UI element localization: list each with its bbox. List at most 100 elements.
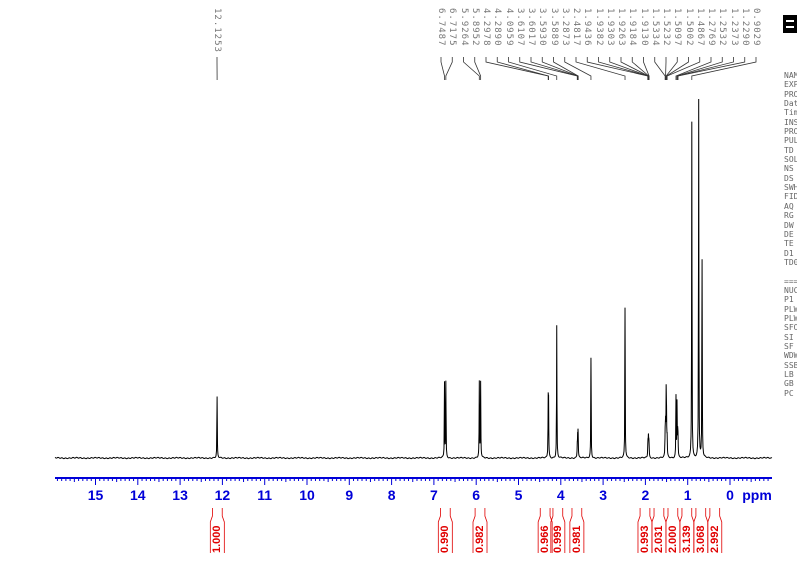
x-tick-label: 6 — [472, 487, 481, 503]
x-tick-label: 11 — [257, 487, 273, 503]
x-axis-ticks — [56, 478, 769, 485]
parameter-name: NS — [784, 164, 794, 174]
menu-icon[interactable] — [783, 15, 797, 33]
peak-label-connector — [496, 57, 549, 80]
parameter-name — [784, 267, 797, 276]
peak-label-connector — [530, 57, 579, 80]
x-tick-label: 12 — [214, 487, 231, 503]
integral-bracket — [549, 508, 553, 553]
parameter-name: D1 — [784, 248, 794, 258]
x-tick-label: 13 — [172, 487, 188, 503]
integral-bracket — [679, 508, 683, 553]
x-tick-label: 4 — [556, 487, 565, 503]
parameter-name: SSB — [784, 360, 797, 370]
integral-bracket — [221, 508, 225, 553]
x-tick-label: 7 — [429, 487, 438, 503]
x-tick-label: 15 — [87, 487, 104, 503]
peak-label: 1.5334 — [649, 8, 660, 47]
parameter-name: TD0 — [784, 257, 797, 267]
integral-value: 1.000 — [211, 525, 224, 553]
parameter-name: ====== — [784, 276, 797, 286]
x-tick-label: 8 — [387, 487, 396, 503]
peak-label: 1.9436 — [582, 8, 593, 47]
peak-label-connector — [643, 57, 650, 80]
parameter-name: PLW1 — [784, 313, 797, 323]
peak-label: 1.9263 — [616, 8, 626, 47]
x-tick-label: 1 — [683, 487, 692, 503]
integral-value: 0.993 — [638, 525, 651, 553]
peak-label-connector — [598, 57, 649, 80]
peak-label: 1.9303 — [604, 8, 615, 47]
parameter-name: TD — [784, 145, 794, 155]
peak-label: 1.5097 — [672, 8, 683, 47]
peak-label: 4.2890 — [492, 8, 503, 47]
peak-label: 3.6107 — [514, 8, 525, 47]
integral-bracket — [569, 508, 573, 553]
integral-bracket — [651, 508, 655, 553]
peak-label: 6.7487 — [436, 8, 446, 47]
peak-label: 1.2769 — [706, 8, 716, 47]
peak-label-connector — [575, 57, 626, 80]
integral-value: 2.031 — [652, 525, 665, 553]
peak-label: 1.9130 — [638, 8, 649, 47]
integral-value: 2.000 — [666, 525, 679, 553]
integral-bracket — [484, 508, 488, 553]
integral-bracket — [707, 508, 711, 553]
integral-bracket — [562, 508, 566, 553]
integral-value: 0.966 — [539, 525, 552, 553]
peak-label-connector — [666, 57, 689, 80]
peak-label: 1.5002 — [683, 8, 694, 47]
integral-bracket — [437, 508, 441, 553]
peak-label-connector — [691, 57, 757, 80]
parameter-name: SFO1 — [784, 323, 797, 333]
parameter-name: GB — [784, 379, 794, 389]
peak-label: 1.9184 — [627, 8, 638, 47]
peak-label: 1.9382 — [593, 8, 604, 47]
x-tick-label: 3 — [599, 487, 607, 503]
integral-value: 0.999 — [551, 525, 564, 553]
integral-bracket — [209, 508, 213, 553]
peak-label-connector — [676, 57, 723, 80]
integral-bracket — [665, 508, 669, 553]
parameter-name: LB — [784, 370, 794, 379]
parameter-name: NUC1 — [784, 285, 797, 295]
parameter-name: Date_ — [784, 99, 797, 109]
parameter-name: DW — [784, 220, 794, 230]
integral-bracket — [449, 508, 453, 553]
integral-bracket — [472, 508, 476, 553]
peak-label-connector — [675, 57, 712, 80]
parameter-name: Time — [784, 108, 797, 118]
spectrum-trace — [54, 99, 773, 460]
integral-value: 0.981 — [570, 525, 583, 553]
peak-label-connector — [586, 57, 649, 80]
parameter-name: PROBHD — [784, 127, 797, 137]
peak-label: 3.6017 — [526, 8, 536, 47]
integral-value: 3.139 — [680, 525, 693, 553]
x-axis-unit-label: ppm — [742, 487, 772, 503]
peak-label: 12.1253 — [212, 8, 222, 53]
parameter-name: SI — [784, 332, 794, 342]
peak-label: 1.2290 — [739, 8, 750, 47]
parameter-name: RG — [784, 211, 794, 221]
integral-value: 3.068 — [694, 525, 707, 553]
integral-value: 0.982 — [474, 525, 486, 553]
integral-bracket — [550, 508, 554, 553]
peak-label-connector — [666, 57, 701, 80]
x-tick-label: 14 — [130, 487, 146, 503]
peak-label: 3.5889 — [548, 8, 559, 47]
parameter-name: SWH — [784, 183, 797, 193]
peak-label: 6.7175 — [447, 8, 458, 47]
peak-label-connector — [654, 57, 666, 80]
peak-label: 1.5232 — [661, 8, 671, 47]
parameter-name: PC — [784, 388, 794, 398]
parameter-name: PULPROG — [784, 136, 797, 146]
integral-value: 0.990 — [439, 525, 452, 553]
peak-label-connectors — [216, 57, 757, 80]
peak-label-connector — [665, 57, 678, 80]
parameter-name: WDW — [784, 351, 797, 361]
acquisition-parameters-panel: NAMEEXPNOPROCNODate_TimeINSTRUMPROBHDPUL… — [784, 71, 797, 398]
integral-brackets — [209, 508, 723, 553]
parameter-name: DE — [784, 229, 794, 239]
